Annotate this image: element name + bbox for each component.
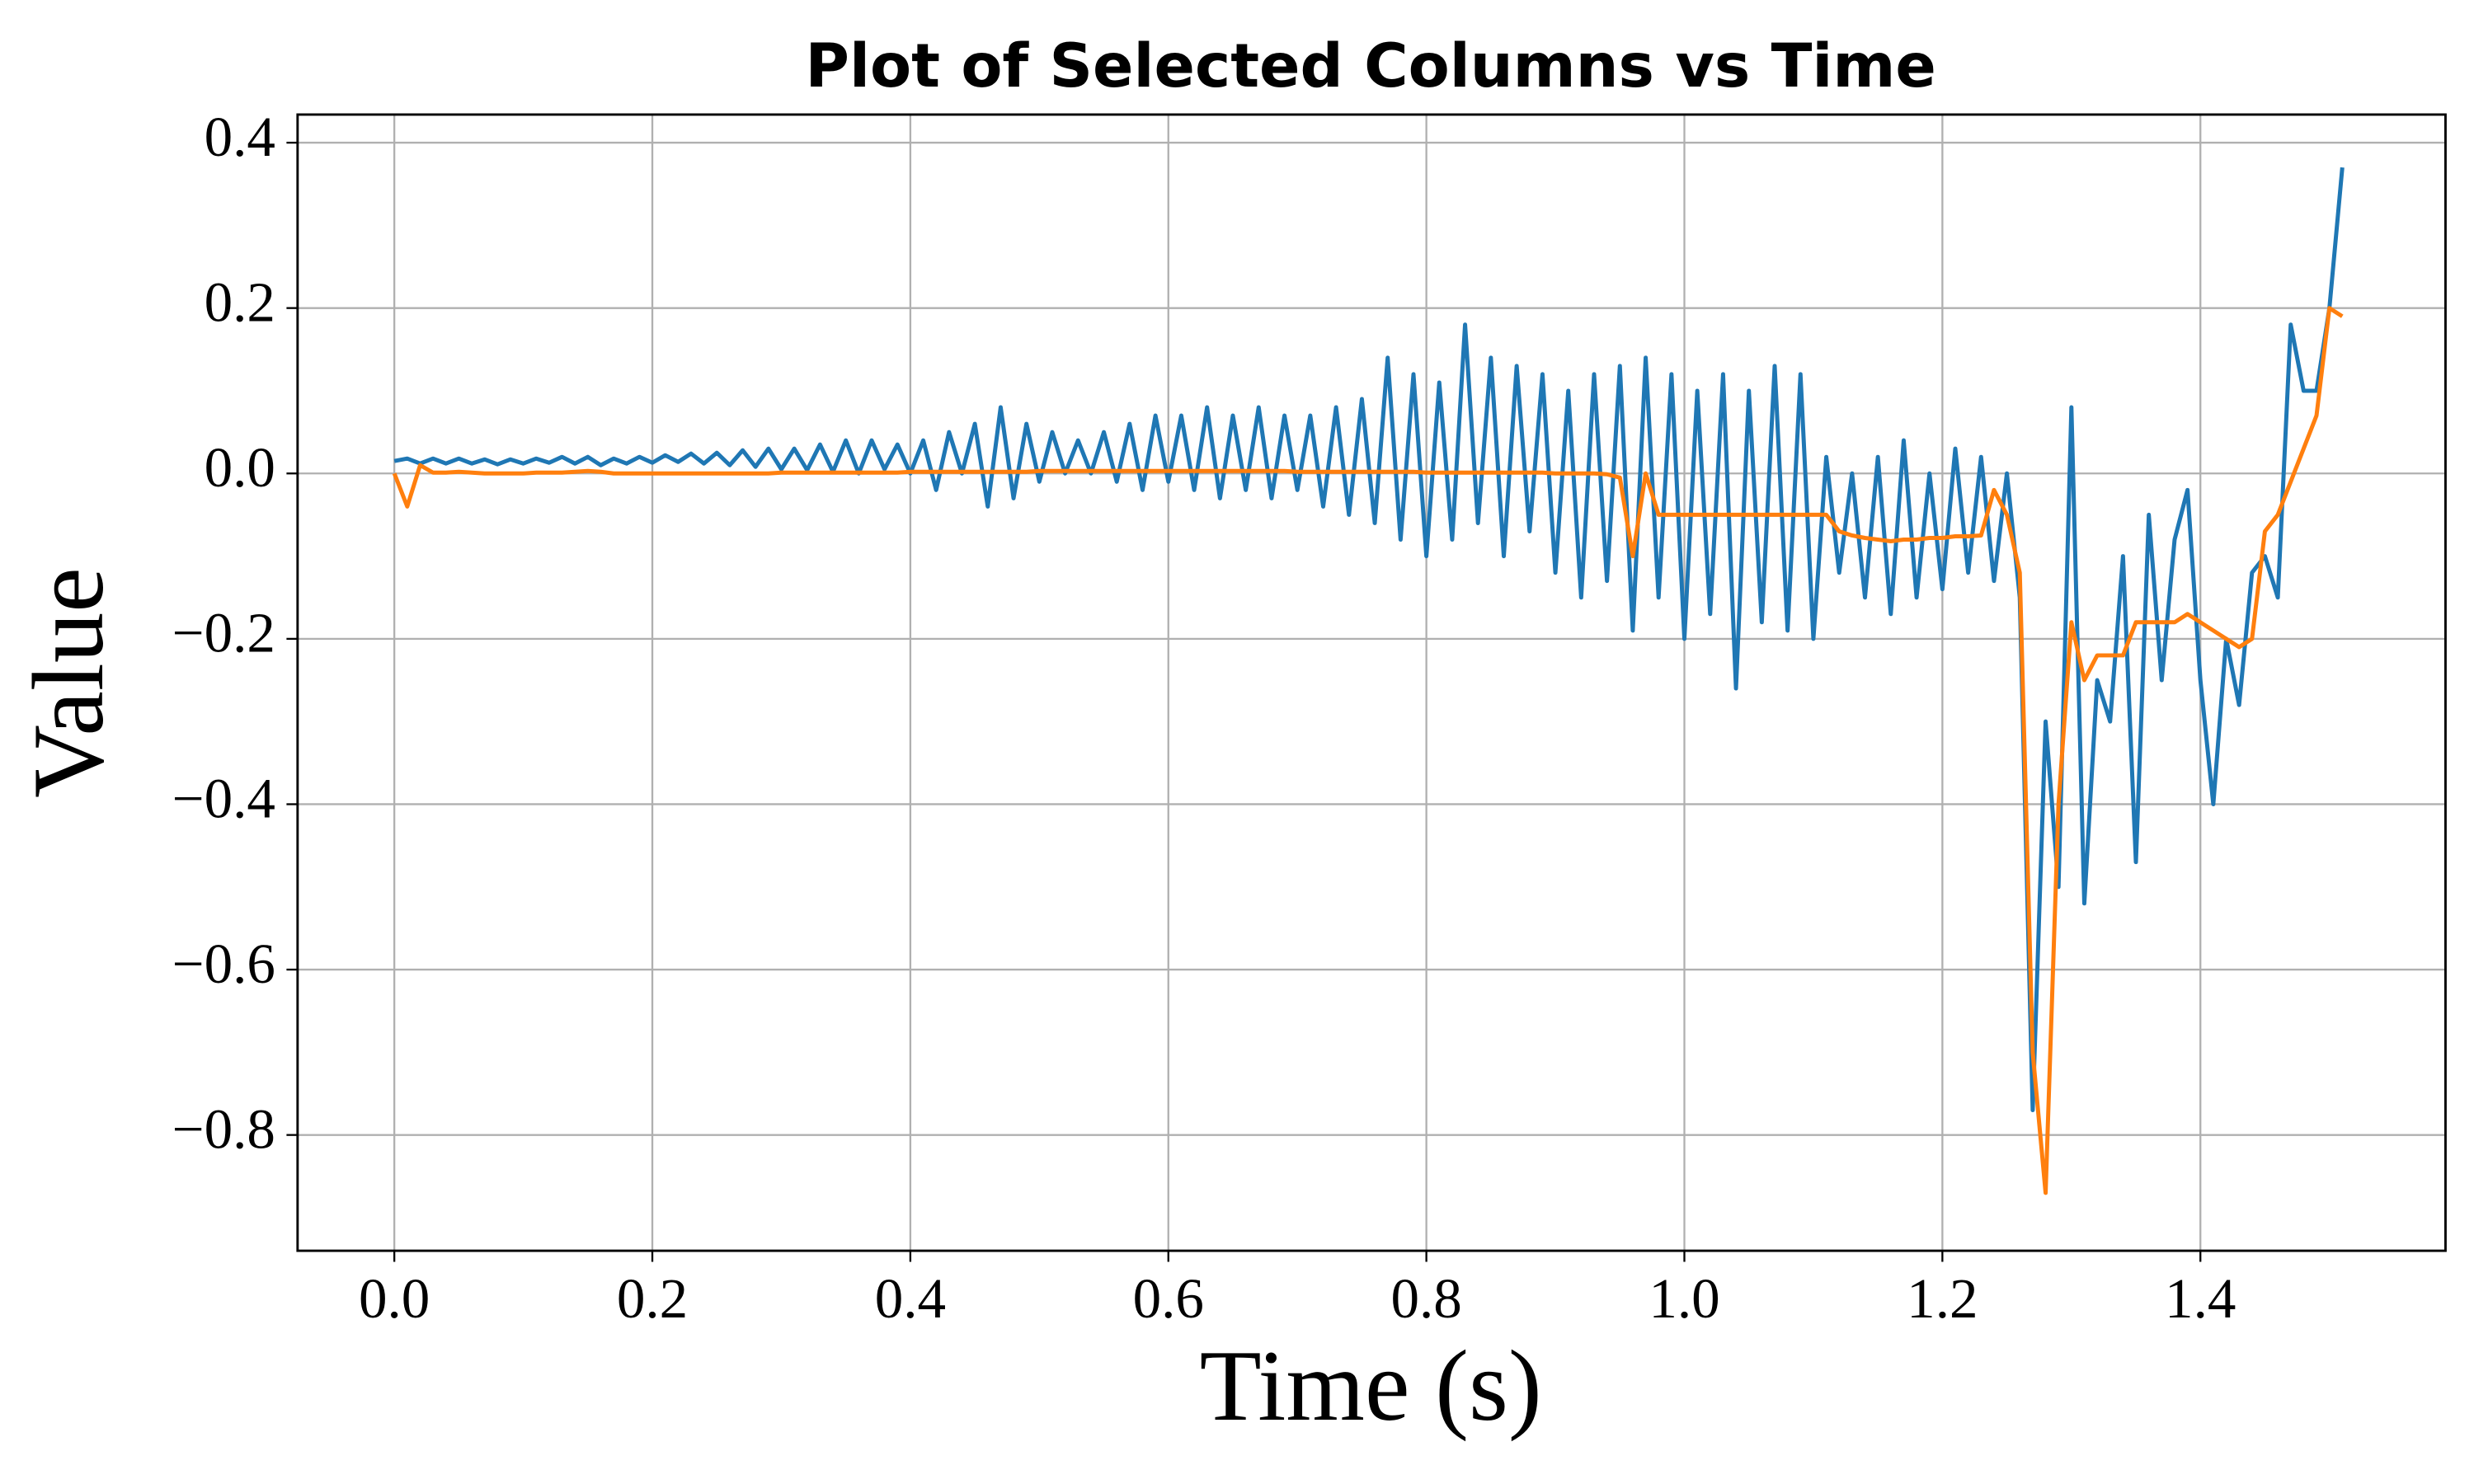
x-tick-label: 0.8 [1390, 1266, 1461, 1330]
y-tick-label: −0.8 [172, 1097, 275, 1161]
x-tick-label: 1.0 [1649, 1266, 1719, 1330]
x-tick-label: 0.6 [1133, 1266, 1204, 1330]
plot-frame [296, 113, 2447, 1252]
chart-title: Plot of Selected Columns vs Time [806, 31, 1936, 101]
y-tick-label: −0.2 [172, 601, 275, 665]
y-tick-label: −0.4 [172, 766, 275, 829]
x-tick-label: 1.2 [1907, 1266, 1978, 1330]
y-tick-label: 0.4 [205, 105, 275, 168]
y-tick-label: −0.6 [172, 932, 275, 995]
x-tick-label: 0.0 [359, 1266, 430, 1330]
x-axis-label: Time (s) [1200, 1330, 1542, 1442]
x-tick-label: 0.4 [875, 1266, 946, 1330]
y-tick-label: 0.2 [205, 270, 275, 334]
series-line [392, 306, 2344, 1195]
y-axis-label: Value [12, 567, 125, 798]
y-tick-label: 0.0 [205, 435, 275, 499]
plot-area [392, 167, 2345, 1195]
ticks: 0.0 0.2 0.4 0.6 0.8 1.0 1.2 1.4 −0.8 −0.6 −0.4 −0.2… [172, 105, 2236, 1330]
x-tick-label: 0.2 [617, 1266, 688, 1330]
x-tick-label: 1.4 [2165, 1266, 2236, 1330]
series-line [393, 167, 2345, 1113]
